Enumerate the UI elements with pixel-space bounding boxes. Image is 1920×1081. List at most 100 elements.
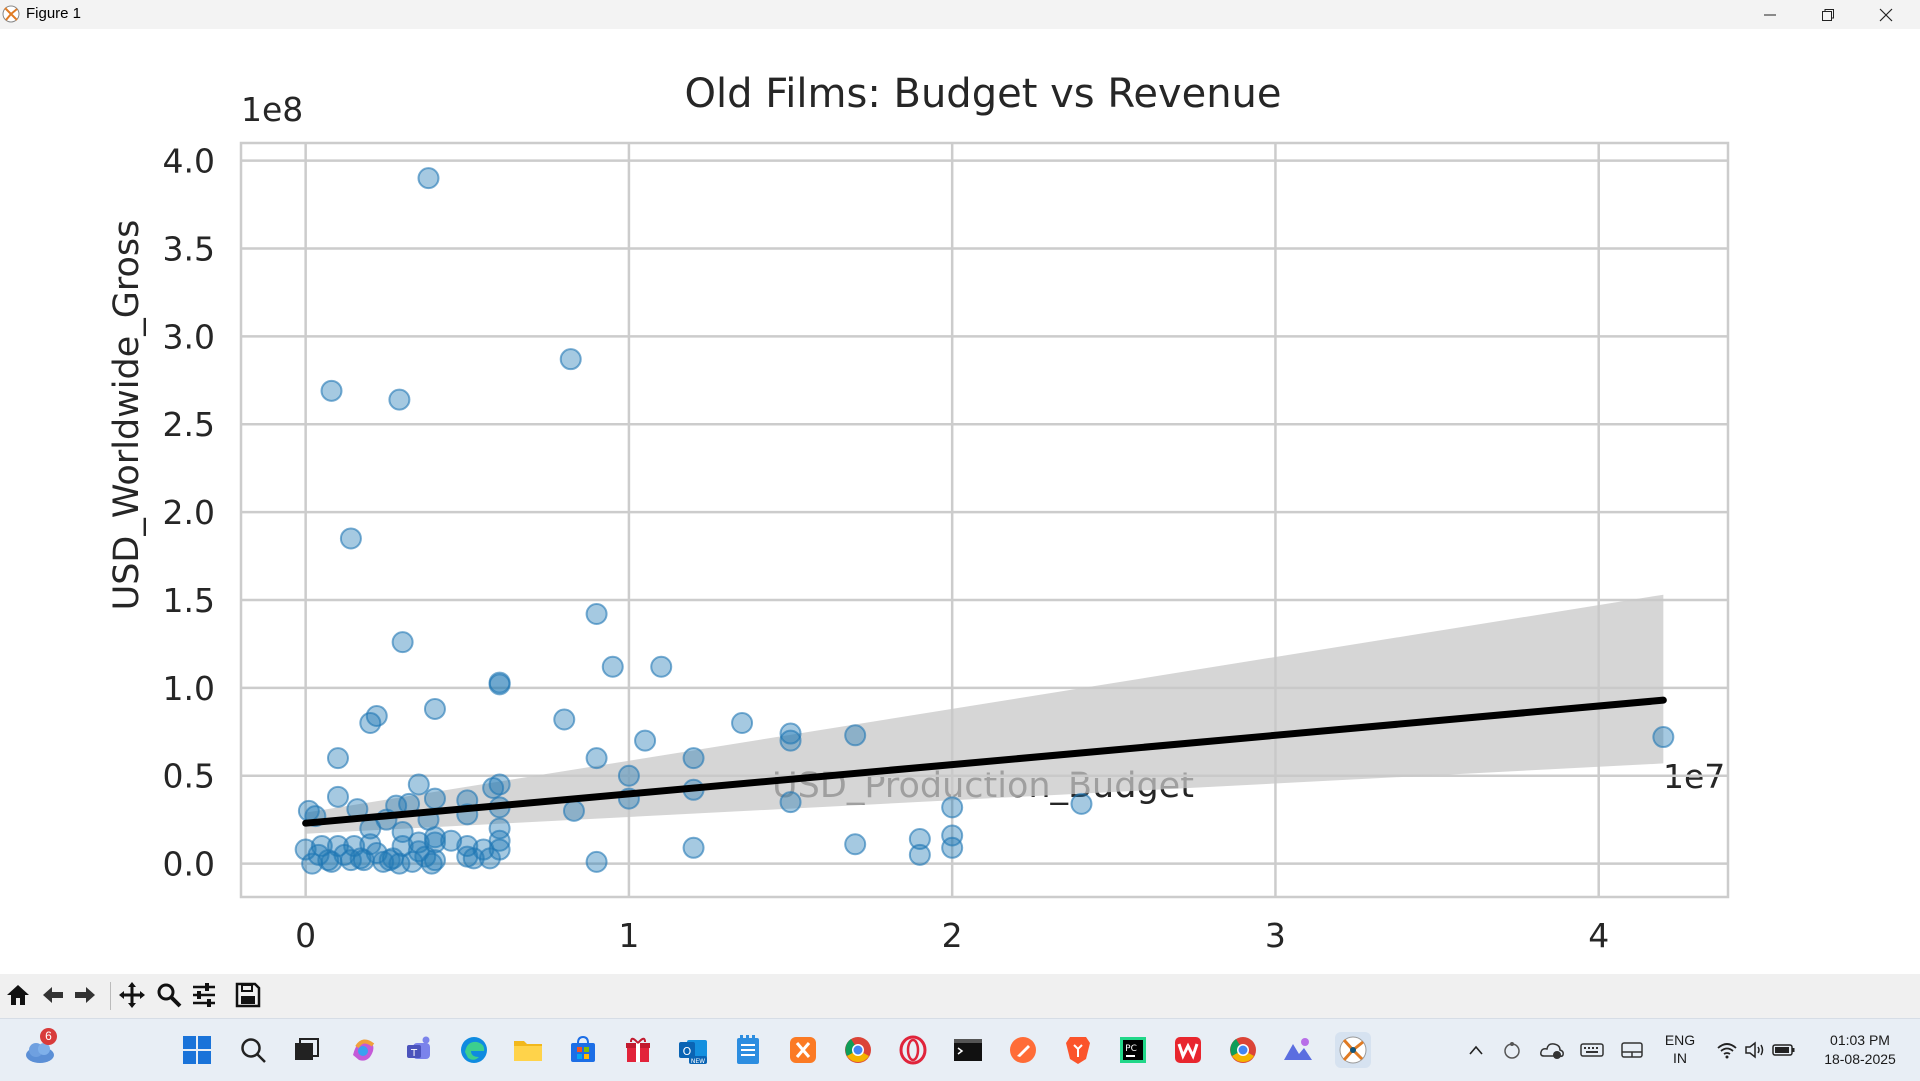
data-point (553, 708, 576, 731)
data-point (650, 655, 673, 678)
postman-button[interactable] (1005, 1032, 1041, 1068)
search-icon (241, 1038, 266, 1063)
figure-canvas[interactable]: Old Films: Budget vs Revenue 1e8 1e7 USD… (0, 29, 1920, 974)
forward-button[interactable] (70, 980, 100, 1010)
keyboard-button[interactable] (1574, 1032, 1610, 1068)
task-view-button[interactable] (288, 1032, 324, 1068)
file-explorer-button[interactable] (510, 1032, 546, 1068)
opera-icon (899, 1035, 927, 1065)
touchpad-button[interactable] (1614, 1032, 1650, 1068)
brave-button[interactable] (1060, 1032, 1096, 1068)
pan-button[interactable] (117, 980, 147, 1010)
notepad-button[interactable] (730, 1032, 766, 1068)
language-code: ENG (1664, 1032, 1696, 1048)
close-button[interactable] (1857, 0, 1915, 29)
data-point (352, 849, 375, 872)
matplotlib-figure-button[interactable] (1335, 1032, 1371, 1068)
y-tick-label: 0.0 (163, 845, 215, 884)
show-hidden-icons-button[interactable] (1458, 1032, 1494, 1068)
xampp-button[interactable] (785, 1032, 821, 1068)
window-titlebar: Figure 1 (0, 0, 1920, 29)
data-point (559, 348, 582, 371)
pycharm-button[interactable]: PC (1115, 1032, 1151, 1068)
clock[interactable]: 01:03 PM 18-08-2025 (1810, 1031, 1910, 1069)
data-point (682, 836, 705, 859)
confidence-band-area (305, 594, 1664, 834)
data-point (634, 729, 657, 752)
matplotlib-icon (1339, 1036, 1367, 1064)
y-tick-label: 3.0 (163, 317, 215, 356)
data-point (941, 836, 964, 859)
data-point (585, 850, 608, 873)
minimize-button[interactable] (1741, 0, 1799, 29)
battery-icon (1772, 1044, 1795, 1056)
window-title: Figure 1 (26, 5, 82, 22)
data-point (941, 824, 964, 847)
save-button[interactable] (233, 980, 263, 1010)
store-icon (571, 1035, 595, 1062)
language-indicator[interactable]: ENG IN (1658, 1031, 1702, 1067)
volume-button[interactable] (1737, 1032, 1773, 1068)
tray-app-button[interactable] (1494, 1032, 1530, 1068)
toolbar-separator (110, 982, 111, 1010)
photos-button[interactable] (1280, 1032, 1316, 1068)
x-tick-label: 3 (1265, 916, 1286, 955)
confidence-band (305, 594, 1664, 834)
svg-text:O: O (683, 1045, 692, 1058)
chevron-up-icon (1469, 1045, 1483, 1055)
y-axis-label: USD_Worldwide_Gross (107, 220, 147, 611)
data-point (844, 833, 867, 856)
y-tick-label: 2.5 (163, 405, 215, 444)
teams-button[interactable]: T (401, 1032, 437, 1068)
data-point (326, 747, 349, 770)
outlook-button[interactable]: O NEW (675, 1032, 711, 1068)
wps-office-button[interactable] (1170, 1032, 1206, 1068)
data-point (423, 697, 446, 720)
gift-app-button[interactable] (620, 1032, 656, 1068)
pan-icon (119, 982, 145, 1008)
data-point (779, 791, 802, 814)
onedrive-button[interactable] (1534, 1032, 1570, 1068)
data-point (339, 527, 362, 550)
battery-button[interactable] (1766, 1032, 1802, 1068)
data-point (682, 747, 705, 770)
region-code: IN (1673, 1050, 1687, 1066)
data-point (488, 817, 511, 840)
data-point (731, 712, 754, 734)
data-point (420, 852, 443, 875)
chrome-button[interactable] (840, 1032, 876, 1068)
opera-button[interactable] (895, 1032, 931, 1068)
zoom-button[interactable] (154, 980, 184, 1010)
back-button[interactable] (38, 980, 68, 1010)
photos-icon (1284, 1038, 1312, 1060)
brave-icon (1066, 1037, 1090, 1064)
store-button[interactable] (565, 1032, 601, 1068)
restore-button[interactable] (1799, 0, 1857, 29)
copilot-button[interactable] (346, 1032, 382, 1068)
scatter-chart: Old Films: Budget vs Revenue 1e8 1e7 USD… (107, 71, 1730, 955)
wifi-button[interactable] (1709, 1032, 1745, 1068)
data-point (1070, 792, 1093, 815)
edge-button[interactable] (456, 1032, 492, 1068)
svg-text:T: T (410, 1048, 418, 1059)
x-tick-label: 4 (1588, 916, 1609, 955)
data-point (1652, 726, 1675, 749)
y-tick-label: 3.5 (163, 229, 215, 268)
configure-subplots-button[interactable] (189, 980, 219, 1010)
data-point (407, 773, 430, 796)
wps-icon (1175, 1037, 1201, 1063)
windows-icon (183, 1036, 211, 1064)
teams-icon: T (407, 1036, 430, 1059)
home-button[interactable] (3, 980, 33, 1010)
terminal-button[interactable] (950, 1032, 986, 1068)
restore-icon (1822, 8, 1834, 21)
start-button[interactable] (179, 1032, 215, 1068)
chrome-profile-button[interactable] (1225, 1032, 1261, 1068)
forward-icon (75, 987, 95, 1003)
notepad-icon (737, 1035, 759, 1064)
configure-icon (193, 983, 215, 1007)
search-taskbar-button[interactable] (235, 1032, 271, 1068)
y-tick-label: 2.0 (163, 493, 215, 532)
weather-widget[interactable]: 6 (22, 1028, 58, 1068)
data-point (908, 828, 931, 850)
